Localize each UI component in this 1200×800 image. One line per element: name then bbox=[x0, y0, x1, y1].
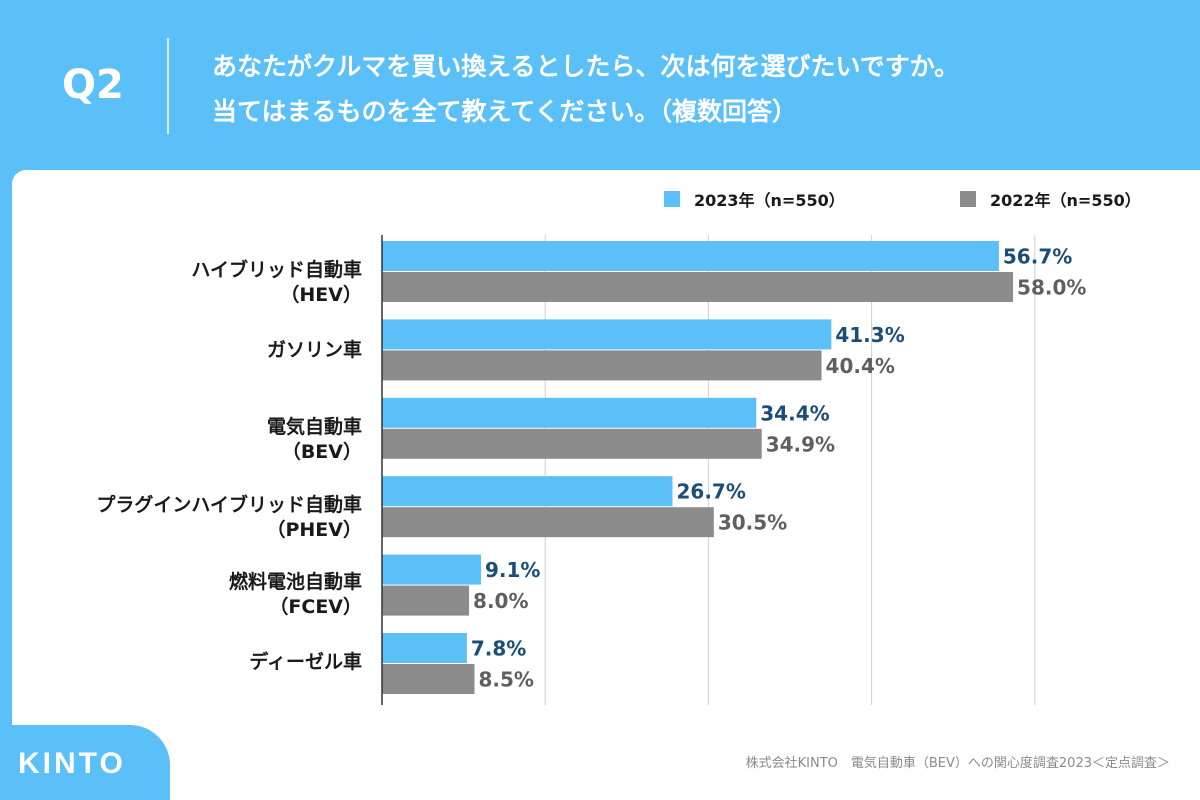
legend-label-2022: 2022年（n=550） bbox=[990, 191, 1141, 210]
category-label-bev: 電気自動車 （BEV） bbox=[266, 416, 362, 463]
question-line-1: あなたがクルマを買い換えるとしたら、次は何を選びたいですか。 bbox=[212, 52, 960, 81]
question-line-2: 当てはまるものを全て教えてください。（複数回答） bbox=[212, 97, 798, 126]
bar-2022-0 bbox=[382, 272, 1014, 302]
legend-item-2022: 2022年（n=550） bbox=[960, 188, 1141, 210]
data-label-2022-2: 34.9% bbox=[766, 432, 835, 456]
data-label-2023-4: 9.1% bbox=[485, 558, 540, 582]
data-label-2023-3: 26.7% bbox=[676, 480, 745, 504]
chart-card: 2023年（n=550） 2022年（n=550） ハイブリッド自動車 （HEV）… bbox=[12, 170, 1200, 800]
legend-swatch-2022 bbox=[960, 191, 976, 207]
data-label-2022-0: 58.0% bbox=[1017, 276, 1086, 300]
bar-2023-0 bbox=[382, 241, 999, 271]
bar-2023-2 bbox=[382, 397, 757, 428]
bar-2022-3 bbox=[382, 507, 714, 538]
data-label-2022-3: 30.5% bbox=[718, 511, 787, 535]
legend-item-2023: 2023年（n=550） bbox=[664, 188, 845, 210]
legend-swatch-2023 bbox=[664, 191, 680, 207]
category-label-diesel: ディーゼル車 bbox=[249, 651, 362, 673]
question-number: Q2 bbox=[62, 62, 124, 108]
bar-2022-2 bbox=[382, 428, 762, 459]
bar-2022-1 bbox=[382, 350, 822, 381]
data-label-2023-1: 41.3% bbox=[835, 323, 904, 347]
data-label-2023-5: 7.8% bbox=[471, 637, 526, 661]
question-text: あなたがクルマを買い換えるとしたら、次は何を選びたいですか。 当てはまるものを全… bbox=[212, 44, 1182, 134]
source-note: 株式会社KINTO 電気自動車（BEV）への関心度調査2023＜定点調査＞ bbox=[745, 756, 1170, 771]
legend-label-2023: 2023年（n=550） bbox=[694, 191, 845, 210]
header-divider bbox=[167, 38, 169, 134]
data-label-2023-0: 56.7% bbox=[1003, 245, 1072, 269]
bar-2023-4 bbox=[382, 554, 482, 585]
category-label-hev: ハイブリッド自動車 （HEV） bbox=[191, 259, 362, 306]
data-label-2022-1: 40.4% bbox=[826, 354, 895, 378]
category-label-gasoline: ガソリン車 bbox=[266, 339, 362, 361]
data-label-2022-4: 8.0% bbox=[473, 589, 528, 613]
category-label-fcev: 燃料電池自動車 （FCEV） bbox=[228, 571, 362, 618]
category-label-phev: プラグインハイブリッド自動車 （PHEV） bbox=[96, 494, 362, 541]
data-label-2022-5: 8.5% bbox=[478, 668, 533, 692]
bar-chart: 56.7% 58.0% 41.3% 40.4% 34.4% 34.9% 26.7% 30.5%… bbox=[381, 235, 1086, 705]
bar-2023-1 bbox=[382, 319, 832, 350]
logo-text: KINTO bbox=[18, 747, 126, 780]
bar-2023-3 bbox=[382, 476, 673, 507]
bar-2023-5 bbox=[382, 633, 467, 663]
bar-2022-5 bbox=[382, 664, 475, 694]
bar-2022-4 bbox=[382, 585, 470, 616]
kinto-logo: KINTO bbox=[0, 725, 170, 800]
data-label-2023-2: 34.4% bbox=[760, 401, 829, 425]
